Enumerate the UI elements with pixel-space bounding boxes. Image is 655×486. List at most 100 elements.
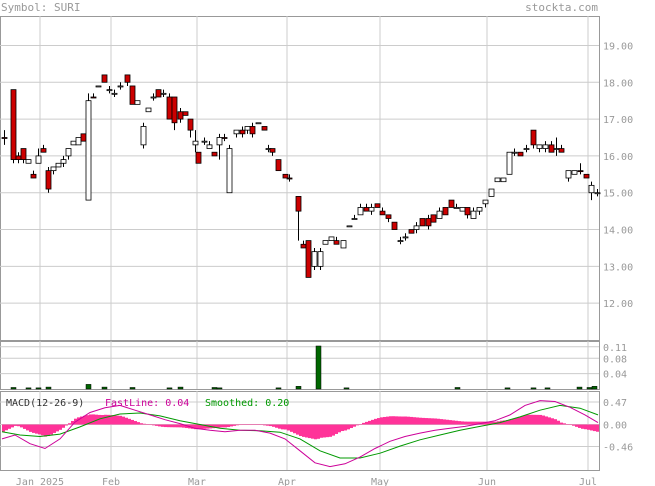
macd-histogram-bar: [29, 424, 32, 432]
candle-body: [206, 144, 213, 149]
candle-body: [530, 129, 537, 146]
volume-bar: [25, 387, 32, 390]
macd-histogram-bar: [302, 424, 305, 437]
macd-histogram-bar: [380, 417, 383, 425]
candle: [368, 203, 375, 215]
candle-body: [60, 159, 67, 164]
candle-body: [346, 225, 353, 228]
macd-histogram-bar: [317, 424, 320, 439]
candle-body: [239, 129, 246, 135]
candle-body: [436, 210, 443, 219]
candle-body: [1, 137, 8, 139]
volume-bar: [454, 387, 461, 390]
candle-body: [391, 221, 398, 230]
candle: [317, 247, 324, 271]
macd-histogram-bar: [104, 414, 107, 425]
candle: [269, 148, 276, 156]
macd-histogram-bar: [269, 424, 272, 427]
macd-histogram-bar: [506, 420, 509, 425]
candle-body: [95, 85, 102, 88]
candle: [106, 85, 113, 94]
macd-histogram-bar: [350, 424, 353, 429]
candle: [140, 122, 147, 149]
macd-histogram-bar: [551, 418, 554, 425]
macd-histogram-bar: [254, 424, 257, 425]
macd-histogram-bar: [410, 416, 413, 425]
candle-body: [221, 137, 228, 139]
candle-body: [419, 218, 426, 227]
candle: [60, 155, 67, 167]
candle: [351, 214, 358, 220]
candle-body: [106, 89, 113, 92]
candle-body: [300, 243, 307, 249]
macd-histogram-bar: [386, 416, 389, 425]
macd-histogram-bar: [179, 424, 182, 428]
volume-bar: [343, 387, 350, 390]
candle-body: [40, 148, 47, 153]
macd-histogram-bar: [560, 422, 563, 425]
candle: [346, 225, 353, 228]
macd-histogram-bar: [407, 416, 410, 425]
macd-histogram-bar: [323, 424, 326, 438]
macd-histogram-bar: [38, 424, 41, 435]
macd-histogram-bar: [488, 421, 491, 425]
macd-histogram-bar: [524, 415, 527, 425]
candle: [85, 93, 92, 201]
candle-body: [226, 148, 233, 194]
candle: [408, 229, 415, 234]
macd-smoothed-label: Smoothed: 0.20: [205, 398, 289, 409]
candle: [322, 240, 329, 245]
macd-histogram-bar: [197, 424, 200, 430]
x-tick-label: Mar: [188, 477, 206, 486]
candle: [45, 166, 52, 193]
candle: [311, 247, 318, 271]
candle: [558, 144, 565, 153]
candle: [295, 196, 302, 241]
macd-tick-label: -0.46: [603, 443, 633, 454]
macd-histogram-bar: [554, 419, 557, 425]
candle: [117, 82, 124, 90]
macd-histogram-bar: [272, 424, 275, 427]
macd-histogram-bar: [77, 417, 80, 425]
candle-body: [145, 107, 152, 113]
candle: [35, 148, 42, 164]
candle: [201, 137, 208, 145]
macd-histogram-bar: [374, 418, 377, 425]
macd-histogram-bar: [131, 419, 134, 425]
macd-histogram-bar: [110, 415, 113, 425]
macd-histogram-bar: [167, 424, 170, 428]
macd-histogram-bar: [56, 424, 59, 432]
candle-body: [182, 111, 189, 116]
macd-histogram-bar: [446, 419, 449, 425]
macd-histogram-bar: [221, 424, 224, 428]
candle: [145, 107, 152, 113]
candle-body: [192, 140, 199, 146]
candle-body: [101, 74, 108, 83]
candle-body: [448, 199, 455, 208]
macd-histogram-bar: [281, 424, 284, 430]
candle-body: [351, 218, 358, 220]
macd-histogram-bar: [491, 421, 494, 425]
macd-histogram-bar: [575, 424, 578, 427]
candle-body: [155, 89, 162, 98]
macd-histogram-bar: [419, 417, 422, 425]
macd-histogram-bar: [422, 417, 425, 425]
candle-body: [340, 240, 347, 249]
candle-body: [124, 74, 131, 83]
candle: [150, 93, 157, 101]
macd-histogram-bar: [242, 424, 245, 425]
candle-body: [517, 151, 524, 157]
volume-bar: [166, 387, 173, 390]
volume-bar: [544, 387, 551, 390]
macd-histogram-bar: [509, 419, 512, 425]
macd-histogram-bar: [191, 424, 194, 429]
candle-body: [55, 162, 62, 168]
macd-histogram-bar: [443, 419, 446, 425]
macd-histogram-bar: [266, 424, 269, 426]
macd-histogram-bar: [47, 424, 50, 437]
macd-histogram-bar: [206, 424, 209, 429]
macd-histogram-bar: [581, 424, 584, 429]
candle-body: [470, 210, 477, 219]
candle: [195, 151, 202, 164]
macd-histogram-bar: [464, 421, 467, 425]
